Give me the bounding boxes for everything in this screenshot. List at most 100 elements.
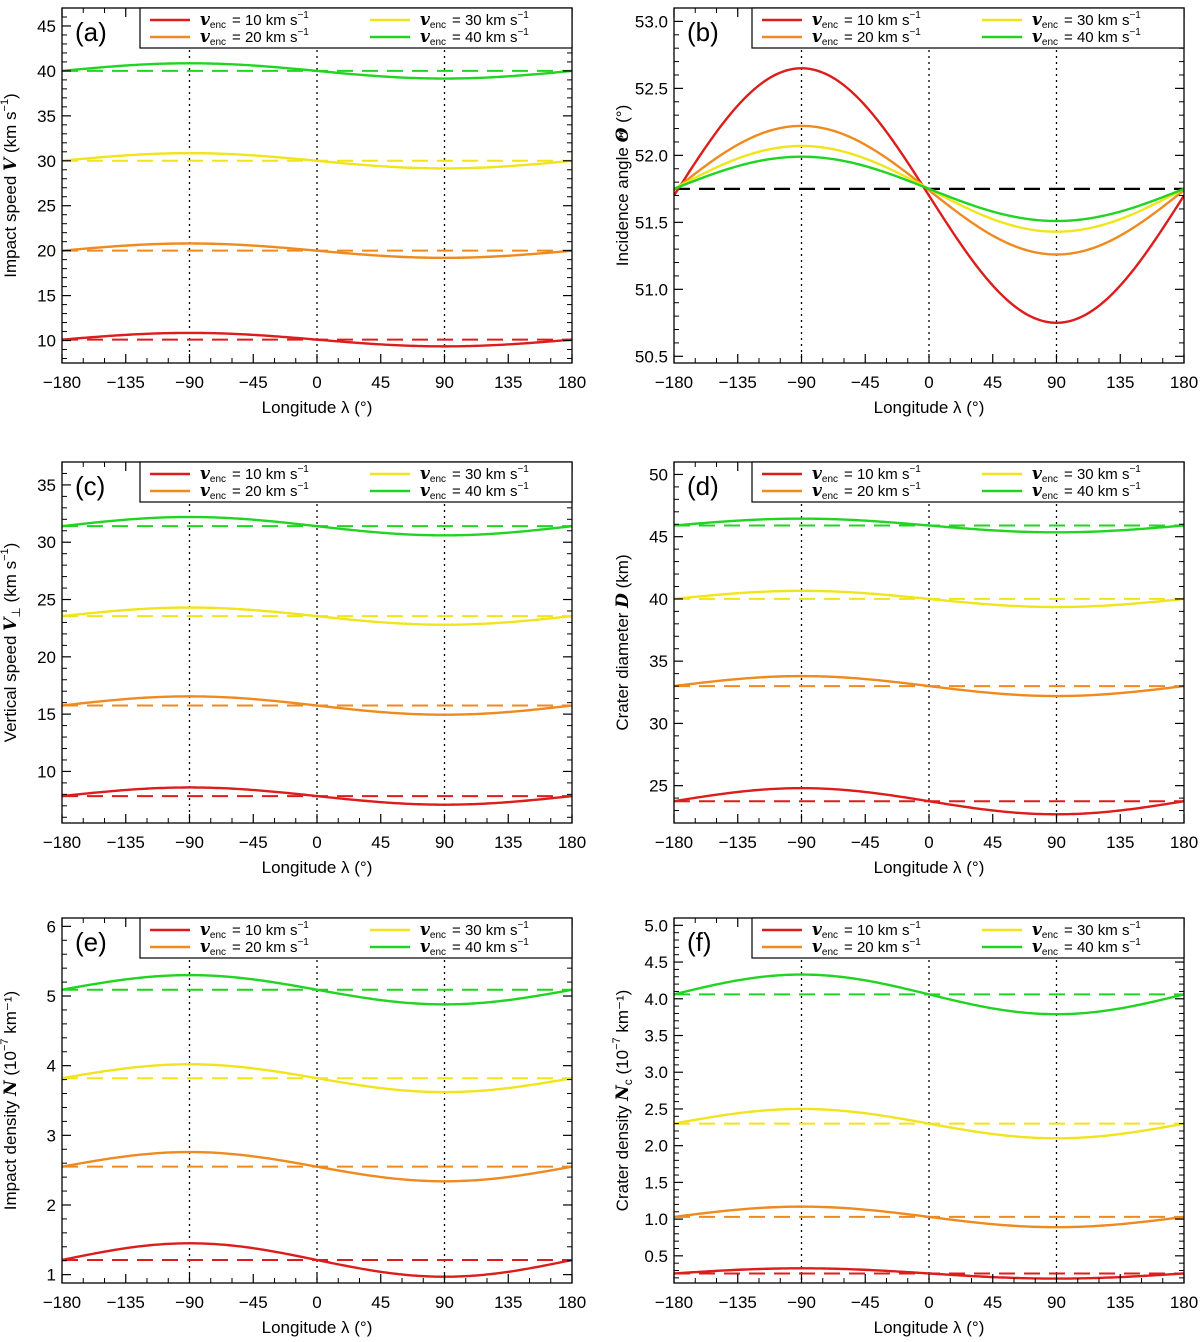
legend-entry-40: venc = 40 km s−1 — [420, 481, 529, 502]
ytick-label: 3.0 — [644, 1063, 668, 1082]
ytick-label: 5 — [47, 987, 56, 1006]
xtick-label: −90 — [175, 833, 204, 852]
legend-entry-30: venc = 30 km s−1 — [1032, 10, 1141, 31]
ytick-label: 15 — [37, 287, 56, 306]
legend-entry-20: venc = 20 km s−1 — [200, 481, 309, 502]
y-axis-title: Impact speed V (km s−1) — [0, 93, 21, 277]
panel-e: −180 −135 −90 −45 0 45 90 135 180123456Longitude… — [0, 917, 586, 1337]
xtick-label: 90 — [435, 1293, 454, 1312]
ytick-label: 1.5 — [644, 1173, 668, 1192]
legend-box — [139, 7, 573, 49]
ytick-label: 0.5 — [644, 1247, 668, 1266]
ytick-label: 30 — [37, 152, 56, 171]
legend-entry-40: venc = 40 km s−1 — [1032, 27, 1141, 48]
ytick-label: 15 — [37, 705, 56, 724]
ytick-label: 25 — [649, 777, 668, 796]
ytick-label: 10 — [37, 762, 56, 781]
legend-entry-10: venc = 10 km s−1 — [200, 10, 309, 31]
legend-entry-30: venc = 30 km s−1 — [420, 920, 529, 941]
legend-box — [139, 461, 573, 503]
panel-a: −180 −135 −90 −45 0 45 90 135 180 10 15 20 25 30 35 40 4… — [0, 7, 586, 417]
ytick-label: 6 — [47, 917, 56, 936]
ytick-label: 4 — [47, 1057, 56, 1076]
x-axis-title: Longitude λ (°) — [262, 858, 373, 877]
series-line-10 — [62, 331, 572, 348]
xtick-label: 0 — [924, 373, 933, 392]
ytick-label: 25 — [37, 591, 56, 610]
panel-d: −180 −135 −90 −45 0 45 90 135 180 25 30 35 40 45 50 Lon… — [613, 461, 1198, 877]
legend-entry-30: venc = 30 km s−1 — [1032, 464, 1141, 485]
xtick-label: 180 — [558, 1293, 586, 1312]
xtick-label: 180 — [558, 833, 586, 852]
ytick-label: 52.5 — [635, 79, 668, 98]
panel-label: (d) — [687, 471, 719, 501]
legend-entry-30: venc = 30 km s−1 — [1032, 920, 1141, 941]
xtick-label: −180 — [43, 1293, 81, 1312]
xtick-label: −180 — [655, 833, 693, 852]
ytick-label: 40 — [37, 62, 56, 81]
legend-entry-20: venc = 20 km s−1 — [200, 27, 309, 48]
ytick-label: 40 — [649, 590, 668, 609]
xtick-label: 90 — [1047, 1293, 1066, 1312]
legend-box — [751, 917, 1185, 959]
ytick-label: 51.0 — [635, 280, 668, 299]
legend-entry-10: venc = 10 km s−1 — [200, 920, 309, 941]
y-axis-title: Crater diameter D (km) — [613, 554, 633, 730]
legend-entry-40: venc = 40 km s−1 — [1032, 937, 1141, 958]
series-group — [674, 67, 1184, 325]
xtick-label: −135 — [107, 373, 145, 392]
xtick-label: −45 — [851, 833, 880, 852]
ytick-label: 2.5 — [644, 1100, 668, 1119]
panel-label: (e) — [75, 927, 107, 957]
xtick-label: 90 — [435, 833, 454, 852]
legend-entry-20: venc = 20 km s−1 — [812, 481, 921, 502]
xtick-label: −180 — [655, 373, 693, 392]
ytick-label: 5.0 — [644, 916, 668, 935]
x-axis-title: Longitude λ (°) — [874, 858, 985, 877]
xtick-label: 0 — [312, 1293, 321, 1312]
legend-entry-40: venc = 40 km s−1 — [420, 27, 529, 48]
legend-entry-10: venc = 10 km s−1 — [812, 920, 921, 941]
xtick-label: 180 — [558, 373, 586, 392]
xtick-label: 90 — [1047, 373, 1066, 392]
xtick-label: −45 — [851, 373, 880, 392]
xtick-label: 135 — [1106, 1293, 1134, 1312]
ytick-label: 50 — [649, 465, 668, 484]
ytick-label: 25 — [37, 197, 56, 216]
series-line-10 — [674, 67, 1184, 325]
series-group — [674, 973, 1184, 1280]
legend-entry-20: venc = 20 km s−1 — [812, 27, 921, 48]
series-line-20 — [674, 1205, 1184, 1229]
ytick-label: 1 — [47, 1266, 56, 1285]
ytick-label: 35 — [37, 476, 56, 495]
panel-f: −180 −135 −90 −45 0 45 90 135 180 0.5 1.0 1.5 2.0 2.5… — [611, 916, 1198, 1337]
xtick-label: −90 — [175, 1293, 204, 1312]
ytick-label: 1.0 — [644, 1210, 668, 1229]
ytick-label: 52.0 — [635, 146, 668, 165]
series-group — [62, 515, 572, 806]
x-axis-title: Longitude λ (°) — [262, 1318, 373, 1337]
xtick-label: 0 — [924, 1293, 933, 1312]
series-line-40 — [62, 973, 572, 1006]
series-line-30 — [674, 589, 1184, 609]
xtick-label: −180 — [43, 833, 81, 852]
ytick-label: 2 — [47, 1196, 56, 1215]
legend-entry-20: venc = 20 km s−1 — [812, 937, 921, 958]
panel-label: (a) — [75, 17, 107, 47]
series-line-10 — [62, 1242, 572, 1278]
xtick-label: −45 — [239, 373, 268, 392]
legend-entry-30: venc = 30 km s−1 — [420, 10, 529, 31]
panel-label: (b) — [687, 17, 719, 47]
xtick-label: 180 — [1170, 1293, 1198, 1312]
xtick-label: 45 — [983, 373, 1002, 392]
series-line-40 — [674, 517, 1184, 534]
ytick-label: 2.0 — [644, 1137, 668, 1156]
ytick-label: 35 — [37, 107, 56, 126]
xtick-label: 90 — [1047, 833, 1066, 852]
series-line-40 — [62, 515, 572, 537]
xtick-label: 0 — [312, 373, 321, 392]
xtick-label: −45 — [239, 1293, 268, 1312]
xtick-label: 45 — [371, 833, 390, 852]
xtick-label: −135 — [107, 833, 145, 852]
xtick-label: 45 — [983, 833, 1002, 852]
